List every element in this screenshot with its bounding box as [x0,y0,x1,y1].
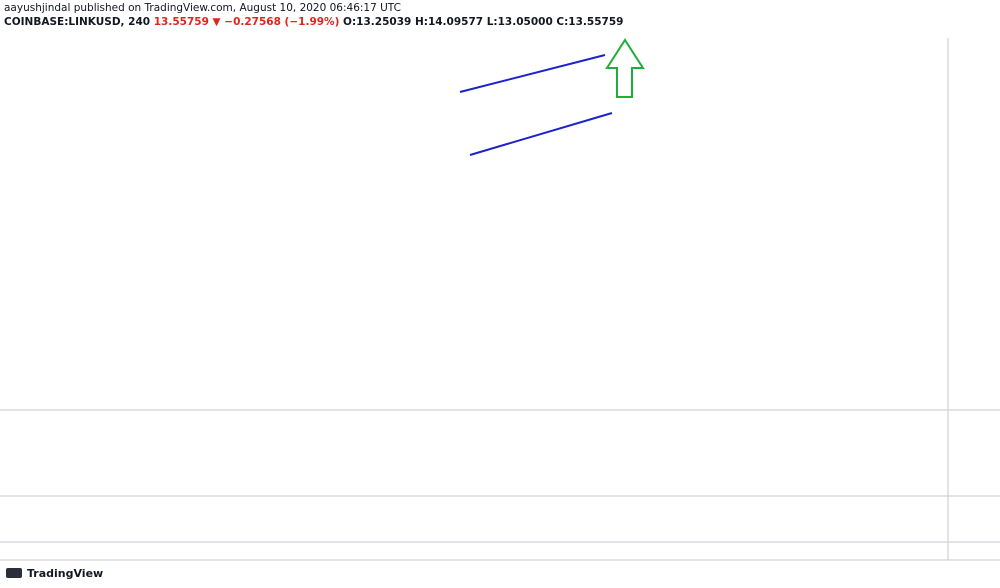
upper-trendline [459,54,606,93]
up-arrow [605,38,645,98]
symbol: COINBASE:LINKUSD, 240 [4,16,150,28]
publisher: aayushjindal published on TradingView.co… [4,2,401,14]
last: 13.55759 [154,16,209,28]
symbol-line: COINBASE:LINKUSD, 240 13.55759 ▼ −0.2756… [4,16,623,28]
ohlc: O:13.25039 H:14.09577 L:13.05000 C:13.55… [343,16,623,28]
lower-trendline [469,112,613,156]
logo-icon [6,568,22,578]
change: ▼ −0.27568 (−1.99%) [213,16,340,28]
logo [6,568,22,578]
brand: TradingView [27,567,103,580]
